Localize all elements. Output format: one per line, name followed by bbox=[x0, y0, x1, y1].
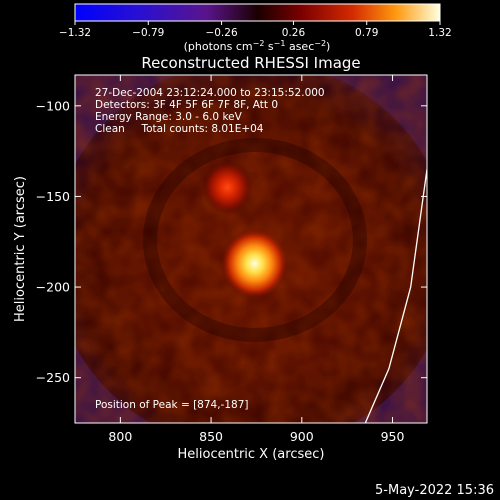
colorbar-frame bbox=[74, 3, 441, 22]
plot-frame bbox=[74, 74, 428, 424]
y-axis-label: Heliocentric Y (arcsec) bbox=[13, 176, 28, 322]
x-axis-ticks: 800 850 900 950 bbox=[108, 75, 405, 444]
timestamp: 5-May-2022 15:36 bbox=[375, 483, 494, 498]
annotation-energy-range: Energy Range: 3.0 - 6.0 keV bbox=[95, 111, 243, 123]
chart-title: Reconstructed RHESSI Image bbox=[141, 54, 360, 72]
image-area bbox=[75, 75, 427, 423]
x-tick-label: 800 bbox=[108, 429, 132, 444]
y-tick-label: −250 bbox=[36, 370, 70, 385]
colorbar-tick-label: 0.26 bbox=[282, 27, 306, 39]
secondary-source bbox=[202, 160, 253, 215]
solar-limb-curve bbox=[364, 169, 427, 423]
colorbar-tick-label: −0.79 bbox=[132, 27, 164, 39]
colorbar-ticks bbox=[74, 21, 441, 25]
y-axis-ticks: −100 −150 −200 −250 bbox=[36, 98, 427, 385]
x-tick-label: 950 bbox=[381, 429, 405, 444]
peak-source bbox=[220, 227, 289, 300]
colorbar-tick-label: 1.32 bbox=[428, 27, 451, 39]
colorbar-tick-label: −1.32 bbox=[59, 27, 91, 39]
colorbar-tick-labels: −1.32 −0.79 −0.26 0.26 0.79 1.32 bbox=[59, 27, 452, 39]
sources-layer bbox=[202, 160, 289, 300]
x-axis-label: Heliocentric X (arcsec) bbox=[178, 447, 325, 462]
y-tick-label: −100 bbox=[36, 98, 70, 113]
annotation-time-range: 27-Dec-2004 23:12:24.000 to 23:15:52.000 bbox=[95, 87, 325, 99]
annotation-block: 27-Dec-2004 23:12:24.000 to 23:15:52.000… bbox=[95, 87, 325, 135]
y-tick-label: −200 bbox=[36, 280, 70, 295]
colorbar-tick-label: 0.79 bbox=[355, 27, 378, 39]
colorbar: −1.32 −0.79 −0.26 0.26 0.79 1.32 (photons cm−… bbox=[59, 3, 452, 53]
x-tick-label: 900 bbox=[290, 429, 314, 444]
colorbar-tick-label: −0.26 bbox=[205, 27, 237, 39]
colorbar-units: (photons cm−2 s−1 asec−2) bbox=[184, 39, 331, 53]
dark-ring bbox=[143, 138, 367, 342]
annotation-clean-counts: Clean Total counts: 8.01E+04 bbox=[95, 123, 264, 135]
colorbar-gradient bbox=[75, 4, 440, 21]
x-tick-label: 850 bbox=[199, 429, 223, 444]
annotation-detectors: Detectors: 3F 4F 5F 6F 7F 8F, Att 0 bbox=[95, 99, 278, 111]
y-tick-label: −150 bbox=[36, 189, 70, 204]
peak-position-label: Position of Peak = [874,-187] bbox=[95, 399, 249, 411]
